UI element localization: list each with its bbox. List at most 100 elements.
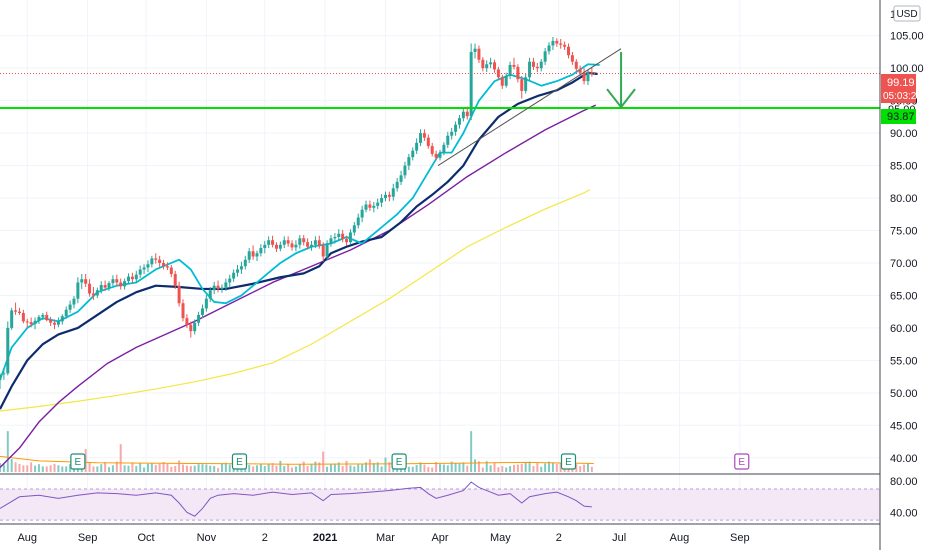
candle-body: [364, 204, 368, 210]
candle-body: [586, 72, 590, 82]
candle-body: [489, 62, 493, 65]
time-tick-label: 2: [262, 532, 268, 544]
earnings-marker[interactable]: E: [391, 453, 407, 470]
candle-body: [329, 238, 333, 244]
volume-bar: [590, 466, 593, 472]
candle-body: [582, 72, 586, 82]
candle-body: [181, 303, 185, 319]
future-earnings-marker[interactable]: E: [734, 453, 750, 470]
candle-body: [263, 244, 267, 249]
candle-body: [551, 40, 555, 46]
candle-body: [372, 205, 376, 208]
earnings-marker-box: [560, 453, 577, 470]
volume-bar: [154, 464, 157, 472]
candle-body: [469, 51, 473, 117]
countdown-label: 05:03:29: [883, 91, 922, 102]
price-tick-label: 40.00: [890, 453, 918, 465]
candle-body: [481, 59, 485, 69]
candle-body: [208, 290, 212, 299]
candle-body: [360, 209, 364, 218]
time-tick-label: Apr: [431, 532, 448, 544]
volume-bar: [302, 461, 305, 472]
price-tick-label: 60.00: [890, 323, 918, 335]
volume-bar: [376, 462, 379, 472]
volume-bar: [283, 466, 286, 472]
candle-body: [395, 181, 399, 189]
candle-body: [193, 322, 197, 332]
candle-body: [434, 153, 438, 158]
time-tick-label: Nov: [197, 532, 217, 544]
volume-bar: [298, 464, 301, 472]
candle-body: [123, 281, 127, 287]
candle-body: [107, 283, 111, 288]
volume-bar: [431, 467, 434, 472]
volume-bar: [322, 451, 325, 472]
volume-bar: [69, 464, 72, 472]
candle-body: [278, 244, 282, 249]
volume-bar: [481, 467, 484, 472]
volume-bar: [528, 461, 531, 472]
candle-body: [173, 274, 177, 286]
volume-bar: [524, 462, 527, 472]
volume-bar: [213, 466, 216, 472]
candle-body: [255, 253, 259, 257]
candle-body: [224, 282, 228, 288]
candle-body: [528, 61, 532, 78]
volume-bar: [123, 465, 126, 472]
candle-body: [216, 285, 220, 289]
candle-body: [17, 311, 21, 313]
volume-bar: [341, 466, 344, 472]
volume-bar: [53, 463, 56, 472]
volume-bar: [439, 464, 441, 472]
candle-body: [80, 279, 84, 283]
currency-label[interactable]: USD: [896, 9, 917, 20]
volume-bar: [178, 460, 181, 472]
candle-body: [290, 243, 294, 248]
volume-bar: [462, 462, 465, 472]
volume-bar: [442, 464, 445, 472]
volume-bar: [361, 464, 364, 472]
volume-bar: [2, 464, 5, 472]
volume-bar: [435, 461, 438, 472]
earnings-marker[interactable]: E: [560, 453, 577, 470]
earnings-marker[interactable]: E: [231, 453, 248, 470]
volume-bar: [166, 463, 169, 472]
candle-body: [25, 321, 29, 323]
candle-body: [162, 262, 166, 267]
time-tick-label: Aug: [17, 532, 37, 544]
candle-body: [134, 274, 138, 280]
chart-grid: [0, 0, 880, 524]
candle-body: [516, 66, 520, 80]
volume-bar: [497, 467, 500, 472]
volume-bar: [201, 464, 204, 472]
time-axis: Aug Sep Oct Nov 2 2021 Mar Apr May 2 Jul Aug Sep: [17, 532, 749, 544]
volume-bar: [119, 444, 122, 472]
volume-bar: [353, 466, 356, 472]
candle-body: [345, 238, 349, 243]
volume-bar: [279, 460, 282, 472]
volume-bar: [65, 466, 68, 472]
earnings-marker[interactable]: E: [70, 453, 86, 470]
candle-body: [559, 43, 563, 45]
volume-bar: [454, 462, 457, 472]
volume-bar: [493, 462, 496, 472]
candle-body: [197, 314, 201, 323]
volume-bar: [505, 467, 508, 472]
candle-body: [236, 269, 240, 273]
candle-body: [267, 240, 271, 245]
candle-body: [415, 142, 419, 151]
currency-selector[interactable]: USD: [893, 5, 921, 22]
volume-bar: [345, 460, 348, 472]
candle-body: [310, 244, 314, 247]
candle-body: [177, 285, 181, 304]
volume-bar: [357, 464, 360, 472]
candle-body: [531, 61, 535, 67]
candle-body: [337, 233, 341, 237]
candle-body: [169, 267, 173, 275]
volume-bar: [314, 461, 317, 472]
price-tick-label: 65.00: [890, 290, 918, 302]
earnings-marker-box: [391, 453, 407, 470]
volume-bar: [92, 466, 95, 472]
